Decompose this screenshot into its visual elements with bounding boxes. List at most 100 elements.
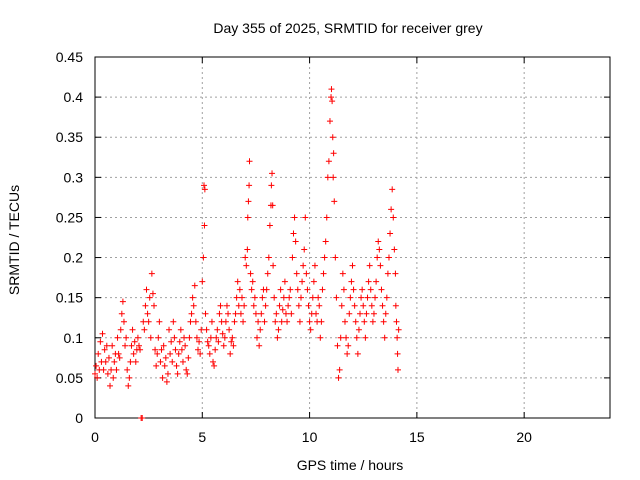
data-point: [292, 238, 299, 245]
data-point: [246, 182, 253, 189]
data-point: [125, 382, 132, 389]
data-point: [282, 310, 289, 317]
data-point: [155, 334, 162, 341]
data-point: [303, 270, 310, 277]
data-point: [211, 362, 218, 369]
data-point: [246, 158, 253, 165]
data-point: [115, 350, 122, 357]
data-point: [179, 358, 186, 365]
data-point: [333, 294, 340, 301]
data-point: [273, 310, 280, 317]
data-point: [302, 214, 309, 221]
data-point: [309, 294, 316, 301]
data-point: [370, 310, 377, 317]
x-tick-label: 10: [302, 429, 318, 445]
data-point: [274, 334, 281, 341]
data-point: [172, 346, 179, 353]
data-point: [288, 310, 295, 317]
data-point: [188, 310, 195, 317]
data-point: [368, 302, 375, 309]
data-point: [384, 270, 391, 277]
data-point: [225, 310, 232, 317]
data-point: [394, 350, 401, 357]
data-point: [341, 318, 348, 325]
data-point: [169, 358, 176, 365]
data-point: [270, 262, 277, 269]
data-point: [119, 298, 126, 305]
data-point: [145, 318, 152, 325]
data-point: [245, 198, 252, 205]
data-point: [185, 354, 192, 361]
data-point: [228, 338, 235, 345]
data-point: [265, 254, 272, 261]
data-point: [120, 318, 127, 325]
data-point: [103, 342, 110, 349]
data-point: [392, 270, 399, 277]
data-point: [296, 318, 303, 325]
data-point: [263, 286, 270, 293]
data-point: [324, 174, 331, 181]
data-point: [221, 334, 228, 341]
y-tick-label: 0.25: [56, 209, 83, 225]
data-point: [346, 310, 353, 317]
data-point: [376, 246, 383, 253]
data-point: [326, 118, 333, 125]
data-point: [385, 254, 392, 261]
data-point: [95, 350, 102, 357]
data-point: [307, 326, 314, 333]
data-point: [285, 302, 292, 309]
data-point: [227, 350, 234, 357]
data-point: [105, 354, 112, 361]
data-point: [181, 334, 188, 341]
data-point: [114, 334, 121, 341]
data-point: [394, 366, 401, 373]
y-tick-label: 0.4: [64, 89, 84, 105]
data-point: [137, 346, 144, 353]
data-point: [311, 262, 318, 269]
data-point: [193, 334, 200, 341]
y-tick-label: 0.15: [56, 290, 83, 306]
data-point: [306, 318, 313, 325]
data-point: [126, 374, 133, 381]
data-point: [161, 362, 168, 369]
data-point: [329, 98, 336, 105]
data-point: [134, 334, 141, 341]
data-point: [160, 342, 167, 349]
data-point: [281, 278, 288, 285]
data-point: [366, 262, 373, 269]
data-point: [389, 186, 396, 193]
data-point: [201, 186, 208, 193]
data-point: [111, 358, 118, 365]
data-point: [336, 366, 343, 373]
data-point: [268, 182, 275, 189]
data-point: [156, 318, 163, 325]
data-point: [377, 262, 384, 269]
data-point: [214, 326, 221, 333]
data-point: [153, 362, 160, 369]
data-point: [118, 310, 125, 317]
data-point: [176, 338, 183, 345]
data-point: [359, 286, 366, 293]
data-point: [338, 302, 345, 309]
data-point: [141, 326, 148, 333]
data-point: [291, 214, 298, 221]
data-point: [391, 246, 398, 253]
data-point: [240, 318, 247, 325]
data-point: [162, 354, 169, 361]
data-point: [204, 338, 211, 345]
data-point: [382, 310, 389, 317]
data-point: [215, 338, 222, 345]
data-point: [360, 302, 367, 309]
data-point: [192, 318, 199, 325]
data-point: [286, 294, 293, 301]
data-point: [316, 302, 323, 309]
data-point: [363, 310, 370, 317]
data-point: [252, 310, 259, 317]
x-tick-label: 20: [516, 429, 532, 445]
data-point: [109, 342, 116, 349]
data-point: [154, 350, 161, 357]
data-point: [100, 366, 107, 373]
data-point: [328, 94, 335, 101]
data-point: [101, 346, 108, 353]
data-point: [271, 294, 278, 301]
